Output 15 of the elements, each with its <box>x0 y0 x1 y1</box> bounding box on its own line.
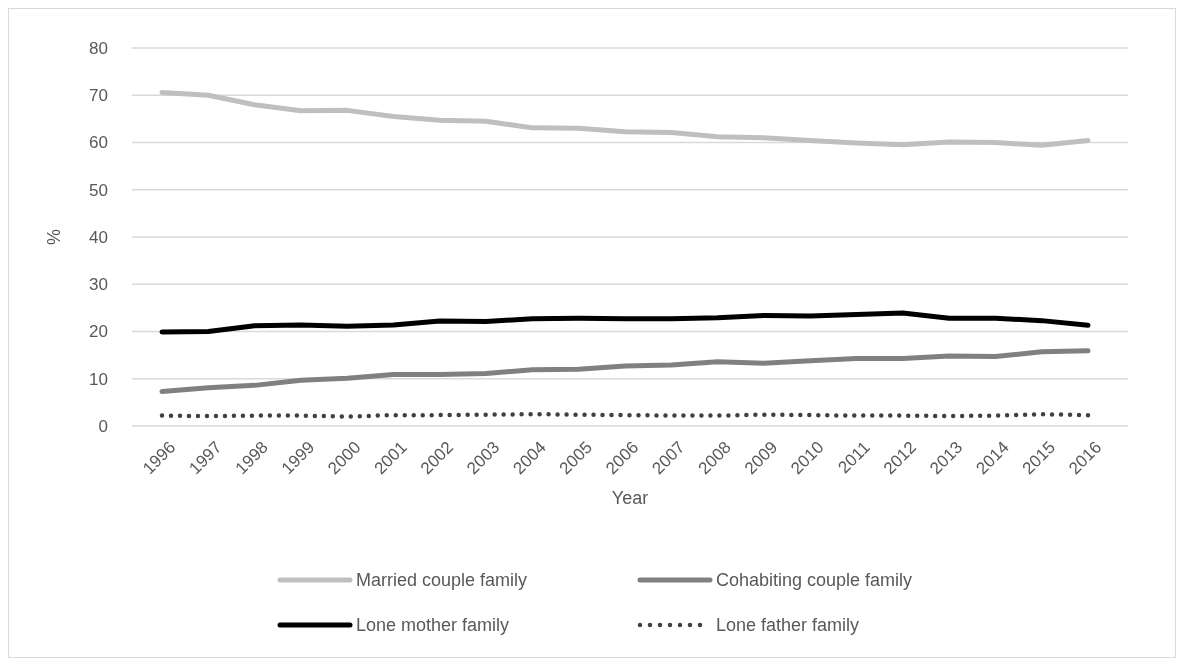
y-tick-label: 20 <box>89 322 108 342</box>
y-axis-title: % <box>44 228 64 246</box>
legend-label: Cohabiting couple family <box>716 570 913 591</box>
y-tick-label: 30 <box>89 275 108 295</box>
y-tick-label: 80 <box>89 38 108 58</box>
y-tick-label: 70 <box>89 86 108 106</box>
legend-label: Lone father family <box>716 615 860 636</box>
y-tick-label: 50 <box>89 180 108 200</box>
y-tick-label: 0 <box>98 416 108 436</box>
x-axis-title: Year <box>611 488 649 508</box>
y-tick-label: 60 <box>89 133 108 153</box>
legend-label: Lone mother family <box>356 615 510 636</box>
y-tick-label: 10 <box>89 369 108 389</box>
y-tick-label: 40 <box>89 227 108 247</box>
legend-label: Married couple family <box>356 570 528 591</box>
